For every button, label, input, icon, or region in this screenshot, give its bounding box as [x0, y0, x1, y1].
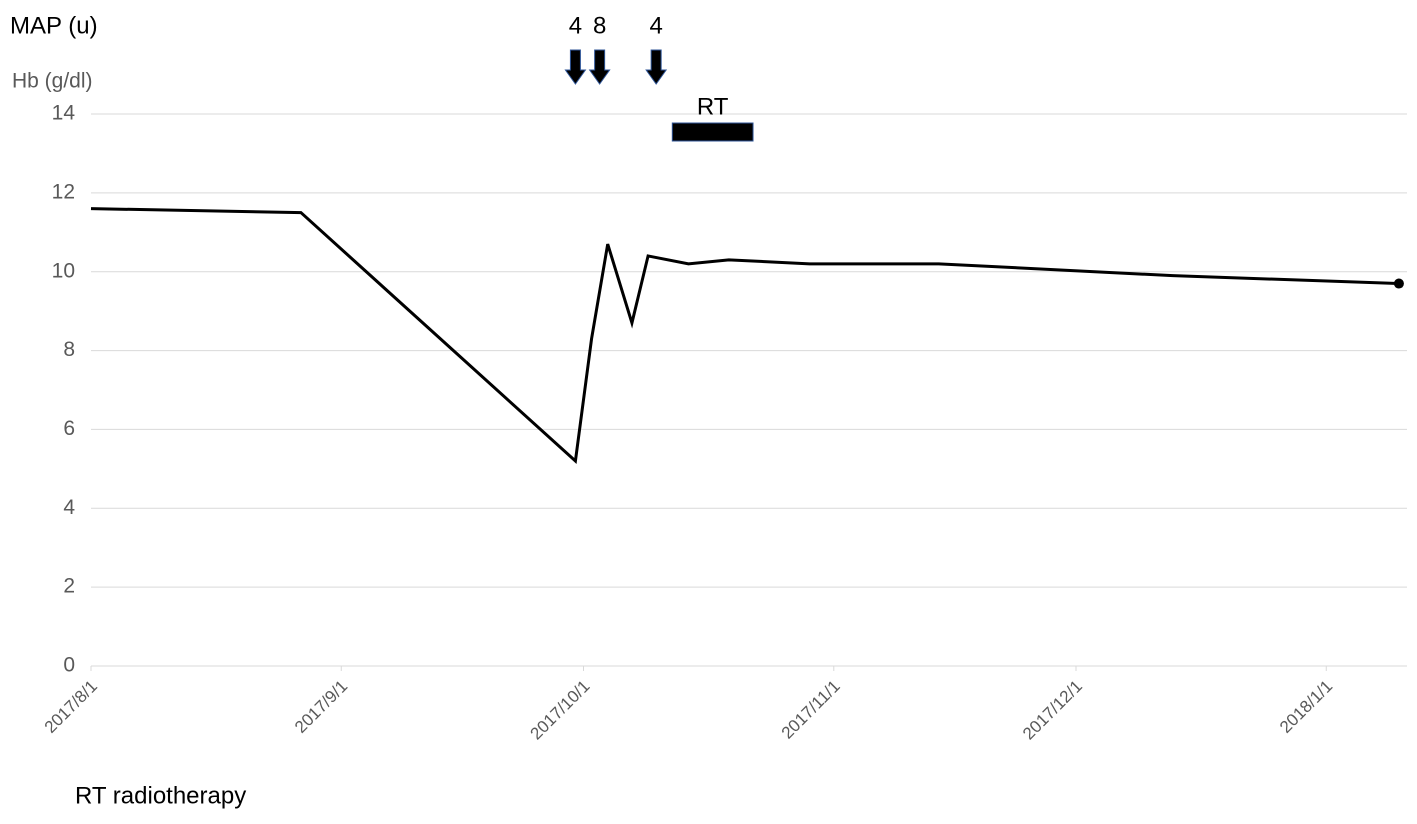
y-axis-label: Hb (g/dl) [12, 70, 93, 93]
y-tick-label: 4 [63, 496, 75, 519]
rt-bar [671, 122, 754, 142]
y-tick-label: 12 [52, 180, 75, 203]
end-marker [1393, 278, 1404, 289]
y-tick-label: 10 [52, 259, 75, 282]
map-value: 8 [593, 12, 606, 39]
x-tick-label: 2017/12/1 [1019, 677, 1086, 744]
y-tick-label: 14 [52, 102, 76, 125]
y-tick-label: 8 [63, 338, 75, 361]
footnote: RT radiotherapy [75, 782, 246, 809]
x-tick-label: 2018/1/1 [1276, 677, 1336, 737]
map-arrow [588, 49, 611, 85]
x-tick-label: 2017/11/1 [778, 677, 844, 743]
x-tick-label: 2017/10/1 [527, 677, 594, 744]
x-tick-label: 2017/8/1 [41, 677, 101, 737]
y-tick-label: 0 [63, 654, 75, 677]
rt-label: RT [697, 93, 729, 120]
y-tick-label: 6 [63, 417, 75, 440]
line [90, 207, 1399, 465]
map-label: MAP (u) [10, 12, 98, 39]
y-tick-label: 2 [63, 575, 75, 598]
map-arrow [564, 49, 587, 85]
x-tick-label: 2017/9/1 [291, 677, 351, 737]
map-arrow [645, 49, 668, 85]
map-value: 4 [649, 12, 662, 39]
map-value: 4 [569, 12, 582, 39]
